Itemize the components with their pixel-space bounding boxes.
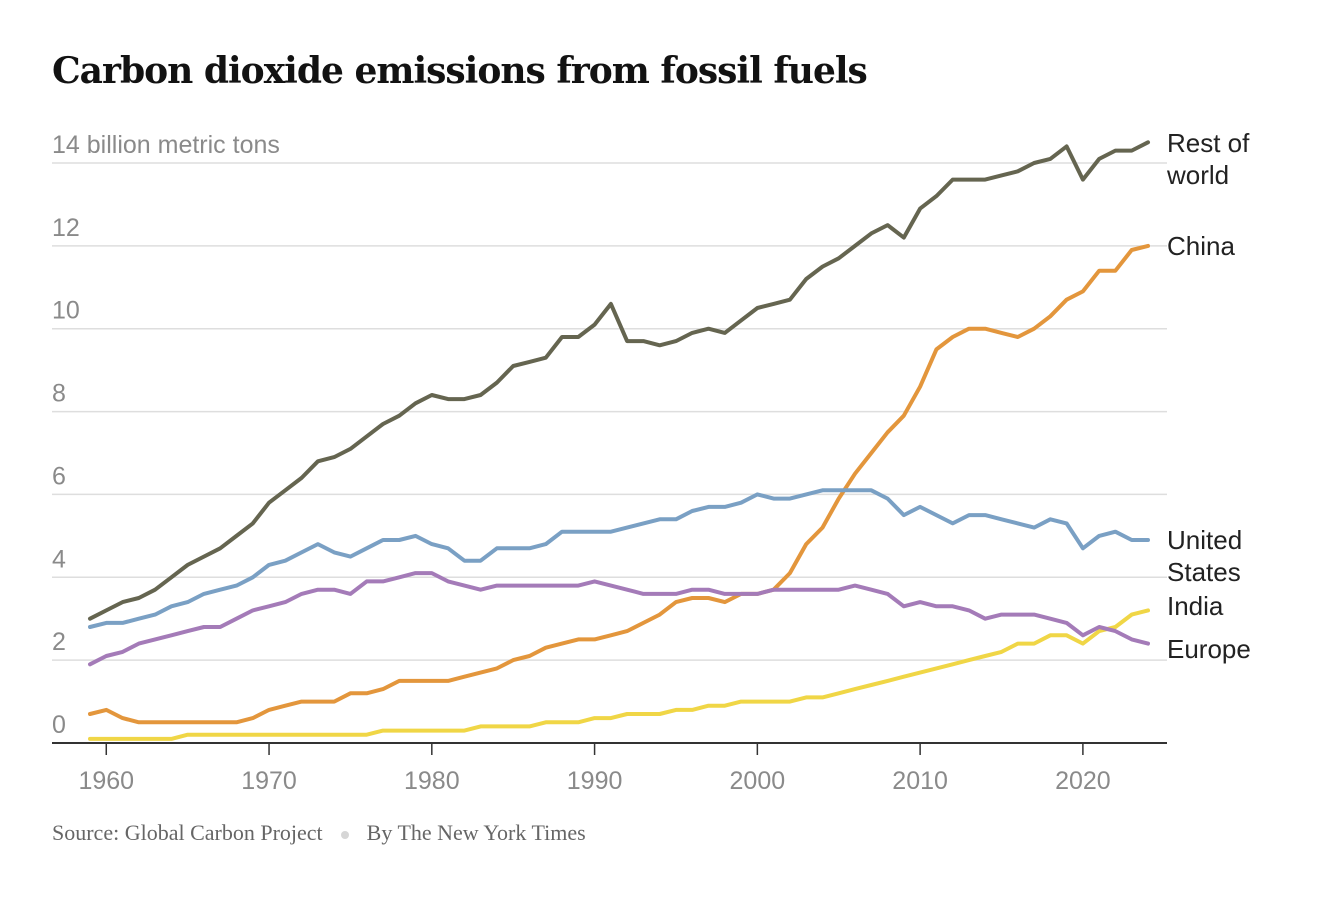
- series-labels: Rest of world China United States India Europe: [1166, 128, 1251, 664]
- x-tick-label: 1990: [567, 767, 623, 795]
- series-line-china: [88, 243, 1150, 725]
- series-label-india: India: [1167, 591, 1224, 621]
- source-credit: Source: Global Carbon Project: [52, 820, 323, 845]
- x-tick-label: 2010: [892, 767, 948, 795]
- chart-footer: Source: Global Carbon Project By The New …: [52, 820, 586, 846]
- separator-dot-icon: [340, 830, 349, 839]
- y-tick-label: 8: [52, 380, 66, 408]
- series-lines: [88, 140, 1150, 741]
- gridlines: [52, 162, 1167, 661]
- series-line-rest-of-world: [88, 140, 1150, 621]
- x-tick-label: 1960: [78, 767, 134, 795]
- y-axis-ticks: 0 2 4 6 8 10 12: [52, 214, 80, 739]
- y-tick-label: 6: [52, 462, 66, 490]
- chart-title: Carbon dioxide emissions from fossil fue…: [52, 50, 868, 92]
- series-label-united-states: United States: [1167, 525, 1242, 587]
- series-line-india: [88, 608, 1150, 741]
- series-label-rest-of-world: Rest of world: [1166, 128, 1250, 190]
- y-tick-label: 2: [52, 628, 66, 656]
- y-tick-label: 10: [52, 297, 80, 325]
- x-axis-ticks: 1960 1970 1980 1990 2000 2010 2020: [78, 743, 1111, 795]
- x-tick-label: 1980: [404, 767, 460, 795]
- byline: By The New York Times: [366, 820, 586, 845]
- series-line-united-states: [88, 488, 1150, 629]
- series-line-europe: [88, 571, 1150, 667]
- series-label-europe: Europe: [1167, 634, 1251, 664]
- x-tick-label: 1970: [241, 767, 297, 795]
- x-tick-label: 2000: [730, 767, 786, 795]
- y-tick-label: 0: [52, 711, 66, 739]
- y-axis-label: 14 billion metric tons: [52, 131, 280, 159]
- y-tick-label: 12: [52, 214, 80, 242]
- series-label-china: China: [1167, 231, 1235, 261]
- y-tick-label: 4: [52, 545, 66, 573]
- x-tick-label: 2020: [1055, 767, 1111, 795]
